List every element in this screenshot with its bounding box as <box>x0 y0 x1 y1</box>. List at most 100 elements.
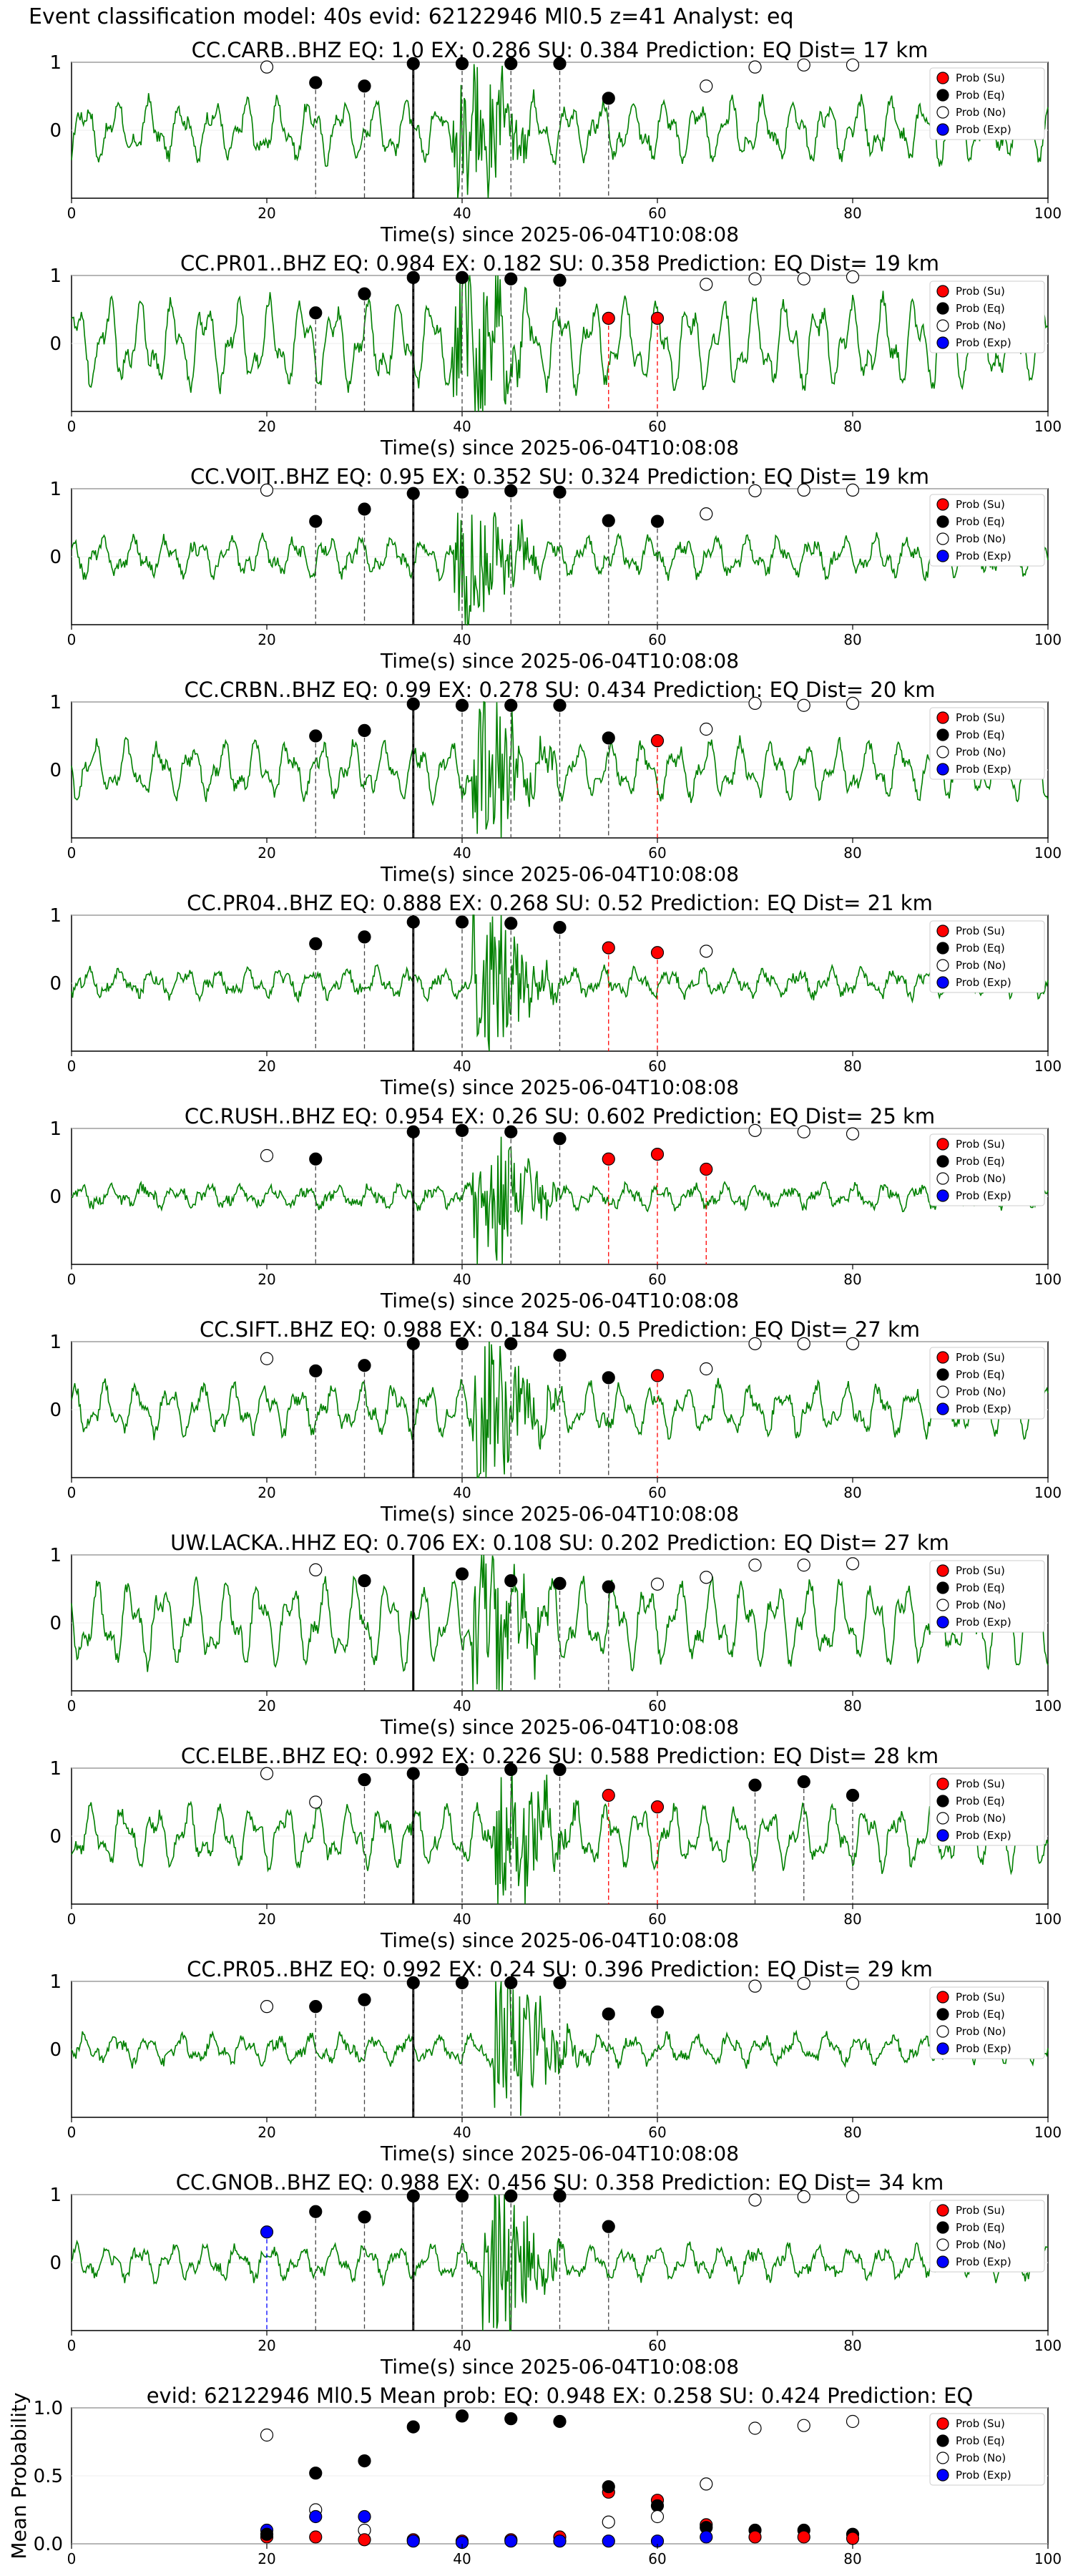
x-tick-label: 100 <box>1034 1697 1062 1714</box>
legend-marker-exp <box>936 1829 949 1842</box>
prob-marker-su <box>748 2530 762 2544</box>
prob-marker-exp <box>309 2509 323 2524</box>
legend-box <box>929 1560 1045 1633</box>
legend-label-no: Prob (No) <box>956 2025 1006 2038</box>
prob-marker-eq <box>309 76 323 89</box>
legend-label-eq: Prob (Eq) <box>956 89 1005 102</box>
prob-marker-eq <box>602 92 615 105</box>
x-tick-label: 100 <box>1034 631 1062 648</box>
x-tick-label: 60 <box>648 2124 666 2141</box>
legend-label-no: Prob (No) <box>956 1599 1006 1611</box>
legend-marker-no <box>936 106 949 119</box>
x-axis-label: Time(s) since 2025-06-04T10:08:08 <box>380 436 739 459</box>
y-tick-label: 1 <box>49 692 62 713</box>
legend-label-exp: Prob (Exp) <box>956 550 1011 562</box>
x-tick-label: 100 <box>1034 205 1062 222</box>
x-tick-label: 60 <box>648 418 666 435</box>
legend-label-su: Prob (Su) <box>956 285 1005 298</box>
prob-marker-no <box>748 272 762 286</box>
x-tick-label: 20 <box>258 1911 275 1928</box>
legend-marker-su <box>936 1564 949 1577</box>
y-tick-label: 0 <box>49 760 62 781</box>
seismic-trace <box>71 1770 1049 1905</box>
prob-marker-su <box>650 311 665 325</box>
x-axis-label: Time(s) since 2025-06-04T10:08:08 <box>380 649 739 673</box>
x-tick-label: 100 <box>1034 418 1062 435</box>
prob-marker-no <box>309 1563 323 1576</box>
prob-marker-no <box>650 2509 665 2524</box>
legend-marker-su <box>936 1991 949 2004</box>
prob-marker-no <box>260 1767 274 1780</box>
x-tick-label: 0 <box>67 418 77 435</box>
prob-marker-eq <box>406 1337 420 1350</box>
x-tick-label: 60 <box>648 1911 666 1928</box>
legend-label-no: Prob (No) <box>956 746 1006 758</box>
prob-marker-no <box>700 722 713 736</box>
prob-marker-eq <box>602 2220 615 2233</box>
prob-marker-eq <box>358 1574 371 1588</box>
legend-label-no: Prob (No) <box>956 1385 1006 1398</box>
prob-marker-no <box>309 1795 323 1809</box>
legend-marker-su <box>936 711 949 724</box>
y-tick-label: 1 <box>49 1971 62 1993</box>
prob-marker-no <box>748 60 762 74</box>
prob-marker-no <box>797 58 810 72</box>
legend-label-eq: Prob (Eq) <box>956 2008 1005 2021</box>
prob-marker-no <box>846 1557 860 1571</box>
legend-label-eq: Prob (Eq) <box>956 302 1005 315</box>
prob-marker-no <box>700 1362 713 1376</box>
prob-marker-no <box>700 278 713 291</box>
legend-marker-no <box>936 1172 949 1185</box>
prob-marker-eq <box>553 57 567 71</box>
legend-label-exp: Prob (Exp) <box>956 1189 1011 1202</box>
y-tick-label: 1 <box>49 1758 62 1780</box>
x-tick-label: 100 <box>1034 1911 1062 1928</box>
prob-marker-eq <box>406 1976 420 1989</box>
prob-marker-no <box>797 1125 810 1138</box>
x-axis-label: Time(s) since 2025-06-04T10:08:08 <box>380 2355 739 2379</box>
legend-marker-exp <box>936 1402 949 1415</box>
x-tick-label: 0 <box>67 2337 77 2354</box>
legend-marker-su <box>936 72 949 84</box>
legend-label-exp: Prob (Exp) <box>956 1829 1011 1842</box>
y-tick-label: 1 <box>49 2185 62 2206</box>
panel-title: CC.VOIT..BHZ EQ: 0.95 EX: 0.352 SU: 0.32… <box>190 464 929 489</box>
prob-marker-eq <box>309 1364 323 1377</box>
legend-marker-su <box>936 498 949 511</box>
legend-marker-exp <box>936 2042 949 2055</box>
y-tick-label: 1 <box>49 52 62 74</box>
x-tick-label: 40 <box>453 1484 471 1501</box>
prob-marker-eq <box>455 1762 469 1776</box>
prob-marker-no <box>602 2515 615 2529</box>
prob-marker-eq <box>553 2189 567 2202</box>
legend-marker-eq <box>936 1155 949 1168</box>
legend-label-su: Prob (Su) <box>956 1138 1005 1151</box>
prob-marker-no <box>846 483 860 497</box>
prob-marker-eq <box>455 1337 469 1350</box>
legend-box <box>929 2413 1045 2486</box>
prob-marker-no <box>846 270 860 283</box>
prob-marker-eq <box>309 2205 323 2218</box>
prob-marker-eq <box>553 2414 567 2429</box>
prob-marker-eq <box>504 484 518 497</box>
x-tick-label: 40 <box>453 1911 471 1928</box>
legend-box <box>929 1347 1045 1420</box>
x-tick-label: 0 <box>67 1911 77 1928</box>
legend-label-eq: Prob (Eq) <box>956 942 1005 955</box>
legend-box <box>929 1773 1045 1846</box>
prob-marker-eq <box>650 2005 665 2019</box>
x-tick-label: 80 <box>843 2337 861 2354</box>
legend-label-no: Prob (No) <box>956 1172 1006 1185</box>
prob-marker-eq <box>602 1580 615 1594</box>
prob-marker-eq <box>455 915 469 929</box>
x-tick-label: 40 <box>453 1271 471 1288</box>
prob-marker-no <box>797 272 810 286</box>
panel-title: CC.RUSH..BHZ EQ: 0.954 EX: 0.26 SU: 0.60… <box>185 1104 935 1128</box>
legend-label-no: Prob (No) <box>956 319 1006 332</box>
x-tick-label: 60 <box>648 2337 666 2354</box>
x-tick-label: 100 <box>1034 2337 1062 2354</box>
prob-marker-no <box>797 1558 810 1572</box>
prob-marker-no <box>260 1148 274 1163</box>
legend-label-no: Prob (No) <box>956 106 1006 119</box>
